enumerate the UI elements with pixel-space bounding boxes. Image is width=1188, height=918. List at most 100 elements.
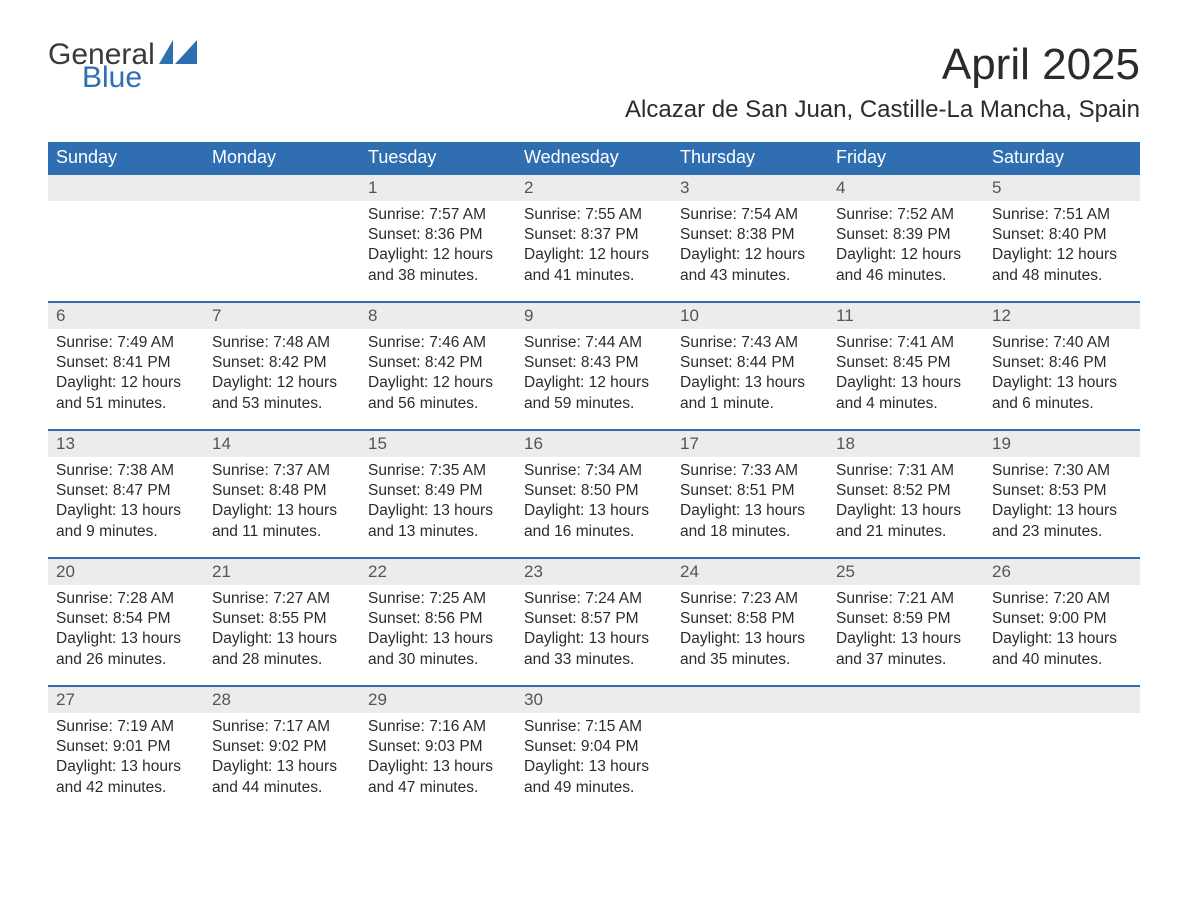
day-number-bar: 30: [516, 685, 672, 713]
sunset-value: 8:54 PM: [113, 610, 171, 627]
sunrise-label: Sunrise:: [524, 462, 581, 479]
sunrise-label: Sunrise:: [992, 334, 1049, 351]
sunset-line: Sunset: 8:36 PM: [368, 225, 508, 245]
sunrise-line: Sunrise: 7:23 AM: [680, 589, 820, 609]
day-number-bar: 14: [204, 429, 360, 457]
daylight-line: Daylight: 13 hours and 13 minutes.: [368, 501, 508, 541]
title-block: April 2025 Alcazar de San Juan, Castille…: [625, 40, 1140, 134]
sunrise-value: 7:55 AM: [585, 206, 642, 223]
sunrise-value: 7:54 AM: [741, 206, 798, 223]
sunset-label: Sunset:: [56, 482, 109, 499]
daylight-label: Daylight:: [368, 374, 428, 391]
day-number-bar: 29: [360, 685, 516, 713]
calendar-page: General Blue April 2025 Alcazar de San J…: [0, 0, 1188, 918]
sunset-label: Sunset:: [524, 610, 577, 627]
sunset-label: Sunset:: [56, 354, 109, 371]
sunrise-label: Sunrise:: [680, 462, 737, 479]
calendar-day-cell: 25Sunrise: 7:21 AMSunset: 8:59 PMDayligh…: [828, 557, 984, 685]
daylight-label: Daylight:: [836, 502, 896, 519]
daylight-label: Daylight:: [836, 630, 896, 647]
sunrise-label: Sunrise:: [212, 718, 269, 735]
sunset-label: Sunset:: [212, 610, 265, 627]
day-number-bar: 13: [48, 429, 204, 457]
logo-flag-icon: [159, 40, 197, 64]
sunset-line: Sunset: 8:43 PM: [524, 353, 664, 373]
sunrise-value: 7:38 AM: [117, 462, 174, 479]
sunrise-value: 7:17 AM: [273, 718, 330, 735]
sunrise-line: Sunrise: 7:57 AM: [368, 205, 508, 225]
sunrise-label: Sunrise:: [836, 334, 893, 351]
sunset-value: 9:02 PM: [269, 738, 327, 755]
sunrise-value: 7:16 AM: [429, 718, 486, 735]
calendar-day-cell: 12Sunrise: 7:40 AMSunset: 8:46 PMDayligh…: [984, 301, 1140, 429]
sunset-value: 8:50 PM: [581, 482, 639, 499]
day-details: Sunrise: 7:23 AMSunset: 8:58 PMDaylight:…: [672, 585, 828, 678]
calendar-day-cell: 24Sunrise: 7:23 AMSunset: 8:58 PMDayligh…: [672, 557, 828, 685]
sunrise-line: Sunrise: 7:34 AM: [524, 461, 664, 481]
sunrise-label: Sunrise:: [368, 718, 425, 735]
sunrise-line: Sunrise: 7:24 AM: [524, 589, 664, 609]
sunset-label: Sunset:: [524, 354, 577, 371]
day-details: Sunrise: 7:57 AMSunset: 8:36 PMDaylight:…: [360, 201, 516, 294]
day-details: Sunrise: 7:16 AMSunset: 9:03 PMDaylight:…: [360, 713, 516, 806]
day-details: Sunrise: 7:54 AMSunset: 8:38 PMDaylight:…: [672, 201, 828, 294]
sunrise-value: 7:44 AM: [585, 334, 642, 351]
day-details: Sunrise: 7:43 AMSunset: 8:44 PMDaylight:…: [672, 329, 828, 422]
sunset-value: 8:55 PM: [269, 610, 327, 627]
day-number-bar: 8: [360, 301, 516, 329]
daylight-line: Daylight: 13 hours and 18 minutes.: [680, 501, 820, 541]
day-number-bar: 20: [48, 557, 204, 585]
sunrise-label: Sunrise:: [56, 718, 113, 735]
weekday-header: Saturday: [984, 142, 1140, 173]
sunset-value: 8:58 PM: [737, 610, 795, 627]
day-number-bar: 27: [48, 685, 204, 713]
day-details: Sunrise: 7:37 AMSunset: 8:48 PMDaylight:…: [204, 457, 360, 550]
calendar-day-cell: 4Sunrise: 7:52 AMSunset: 8:39 PMDaylight…: [828, 173, 984, 301]
daylight-label: Daylight:: [680, 246, 740, 263]
calendar-day-cell: 30Sunrise: 7:15 AMSunset: 9:04 PMDayligh…: [516, 685, 672, 813]
calendar-empty-cell: [48, 173, 204, 301]
sunrise-label: Sunrise:: [524, 718, 581, 735]
day-details: Sunrise: 7:25 AMSunset: 8:56 PMDaylight:…: [360, 585, 516, 678]
calendar-week-row: 20Sunrise: 7:28 AMSunset: 8:54 PMDayligh…: [48, 557, 1140, 685]
daylight-label: Daylight:: [368, 246, 428, 263]
sunrise-value: 7:41 AM: [897, 334, 954, 351]
day-number-bar: 12: [984, 301, 1140, 329]
day-number-bar: 23: [516, 557, 672, 585]
daylight-label: Daylight:: [368, 502, 428, 519]
sunset-line: Sunset: 8:45 PM: [836, 353, 976, 373]
calendar-day-cell: 8Sunrise: 7:46 AMSunset: 8:42 PMDaylight…: [360, 301, 516, 429]
calendar-empty-cell: [984, 685, 1140, 813]
day-number-bar: 5: [984, 173, 1140, 201]
sunrise-value: 7:24 AM: [585, 590, 642, 607]
sunset-line: Sunset: 8:42 PM: [368, 353, 508, 373]
day-details: Sunrise: 7:34 AMSunset: 8:50 PMDaylight:…: [516, 457, 672, 550]
sunset-label: Sunset:: [56, 738, 109, 755]
daylight-label: Daylight:: [368, 630, 428, 647]
weekday-header: Monday: [204, 142, 360, 173]
sunset-line: Sunset: 8:40 PM: [992, 225, 1132, 245]
sunset-value: 8:38 PM: [737, 226, 795, 243]
sunset-label: Sunset:: [680, 226, 733, 243]
sunset-line: Sunset: 8:50 PM: [524, 481, 664, 501]
sunset-value: 8:36 PM: [425, 226, 483, 243]
day-number-bar: 26: [984, 557, 1140, 585]
daylight-line: Daylight: 12 hours and 53 minutes.: [212, 373, 352, 413]
sunset-label: Sunset:: [524, 738, 577, 755]
day-number-bar: 18: [828, 429, 984, 457]
day-details: Sunrise: 7:27 AMSunset: 8:55 PMDaylight:…: [204, 585, 360, 678]
weekday-header-row: SundayMondayTuesdayWednesdayThursdayFrid…: [48, 142, 1140, 173]
daylight-line: Daylight: 13 hours and 23 minutes.: [992, 501, 1132, 541]
sunset-line: Sunset: 8:59 PM: [836, 609, 976, 629]
sunset-label: Sunset:: [212, 738, 265, 755]
daylight-line: Daylight: 13 hours and 9 minutes.: [56, 501, 196, 541]
calendar-day-cell: 16Sunrise: 7:34 AMSunset: 8:50 PMDayligh…: [516, 429, 672, 557]
calendar-empty-cell: [204, 173, 360, 301]
day-details: Sunrise: 7:35 AMSunset: 8:49 PMDaylight:…: [360, 457, 516, 550]
day-number-bar: [48, 173, 204, 201]
brand-logo: General Blue: [48, 40, 197, 92]
sunset-line: Sunset: 9:01 PM: [56, 737, 196, 757]
sunrise-label: Sunrise:: [680, 334, 737, 351]
sunrise-label: Sunrise:: [56, 334, 113, 351]
sunrise-value: 7:57 AM: [429, 206, 486, 223]
